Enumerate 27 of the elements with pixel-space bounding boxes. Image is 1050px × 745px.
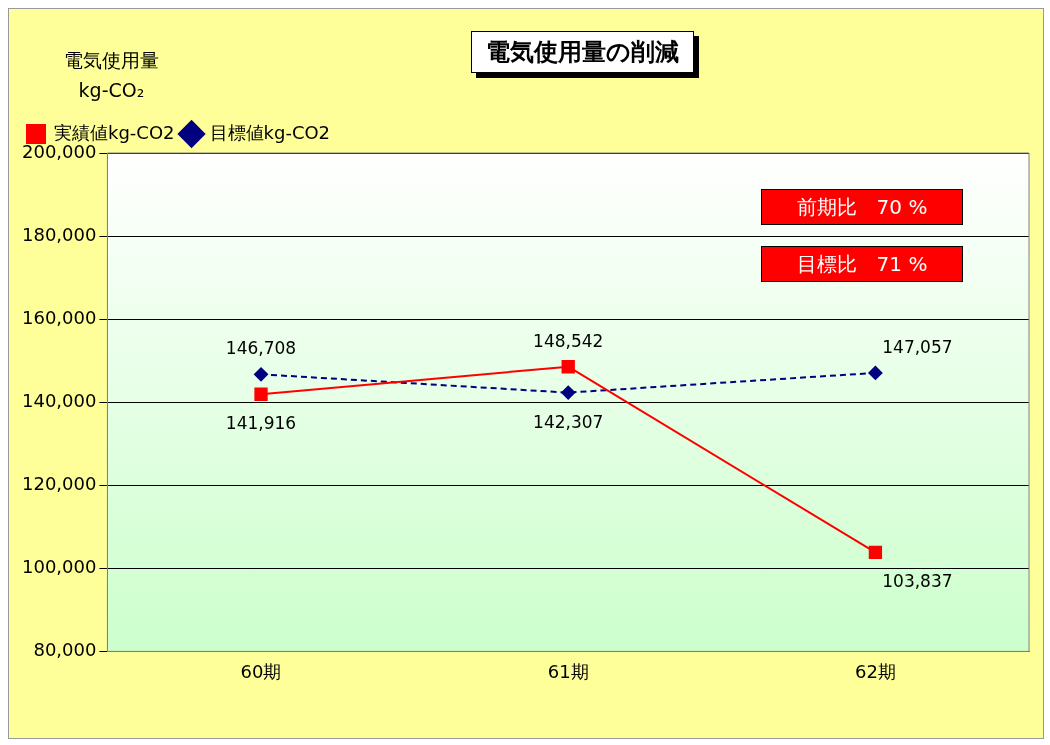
point <box>561 385 576 400</box>
x-tick-label: 62期 <box>854 660 896 682</box>
point <box>868 545 883 560</box>
data-label: 147,057 <box>882 336 953 357</box>
data-label: 142,307 <box>533 411 604 432</box>
callout-box: 前期比 70 % <box>761 189 963 225</box>
legend-label: 目標値kg-CO2 <box>209 121 331 143</box>
callout-box: 目標比 71 % <box>761 246 963 282</box>
y-tick-label: 100,000 <box>22 556 97 578</box>
data-label: 141,916 <box>225 413 297 434</box>
y-tick-label: 160,000 <box>22 306 97 328</box>
y-tick-label: 180,000 <box>22 223 97 245</box>
data-label: 148,542 <box>533 330 604 351</box>
point <box>254 367 269 382</box>
point <box>561 360 575 374</box>
point <box>868 365 883 380</box>
y-tick-label: 80,000 <box>33 639 97 661</box>
data-label: 103,837 <box>882 571 953 592</box>
x-tick-label: 60期 <box>240 660 282 682</box>
legend-label: 実績値kg-CO2 <box>54 121 175 143</box>
y-tick-label: 140,000 <box>22 389 97 411</box>
x-tick-label: 61期 <box>547 660 589 682</box>
y-axis-title: 電気使用量 kg-CO₂ <box>64 48 159 103</box>
chart-title: 電気使用量の削減 <box>471 31 694 73</box>
data-label: 146,708 <box>225 338 297 359</box>
point <box>254 387 268 401</box>
y-tick-label: 120,000 <box>22 472 97 494</box>
